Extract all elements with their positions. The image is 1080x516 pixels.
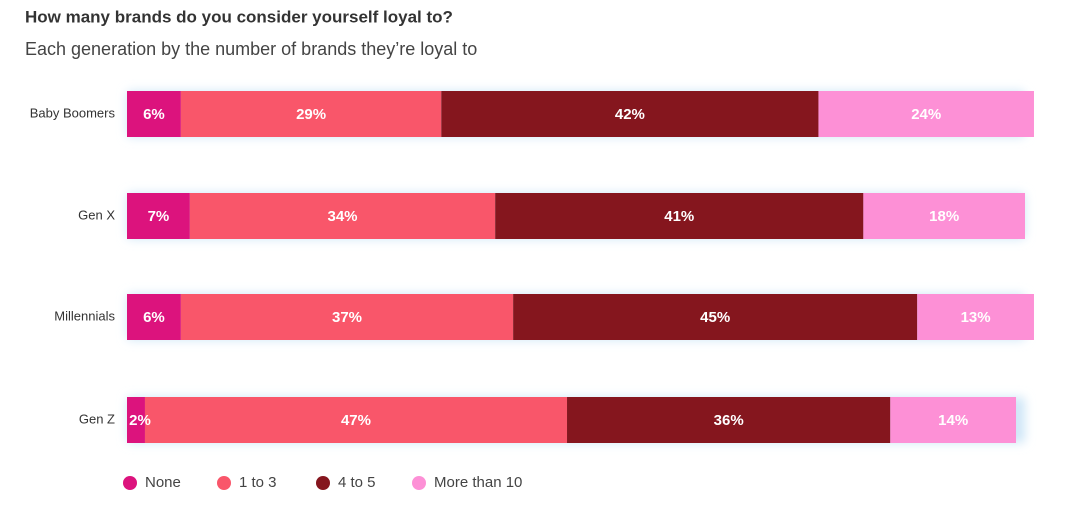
value-label: 45% bbox=[700, 309, 730, 326]
legend-label: 4 to 5 bbox=[338, 474, 376, 491]
bar-segment bbox=[890, 397, 1017, 443]
legend-label: 1 to 3 bbox=[239, 474, 277, 491]
chart-subtitle: Each generation by the number of brands … bbox=[25, 39, 477, 59]
value-label: 41% bbox=[664, 208, 694, 225]
bar-segment bbox=[495, 193, 864, 239]
legend-marker bbox=[316, 476, 330, 490]
value-label: 6% bbox=[143, 106, 165, 123]
value-label: 14% bbox=[938, 412, 968, 429]
y-tick-label: Millennials bbox=[54, 308, 115, 323]
value-label: 29% bbox=[296, 106, 326, 123]
legend-marker bbox=[123, 476, 137, 490]
y-tick-label: Gen X bbox=[78, 207, 115, 222]
bar-segment bbox=[189, 193, 496, 239]
value-label: 47% bbox=[341, 412, 371, 429]
bar-segment bbox=[127, 91, 181, 137]
value-label: 42% bbox=[615, 106, 645, 123]
bar-segment bbox=[127, 294, 181, 340]
value-label: 2% bbox=[129, 412, 151, 429]
chart-title: How many brands do you consider yourself… bbox=[25, 7, 453, 26]
bar-segment bbox=[818, 91, 1034, 137]
legend-label: More than 10 bbox=[434, 474, 522, 491]
value-label: 24% bbox=[911, 106, 941, 123]
value-label: 36% bbox=[714, 412, 744, 429]
bar-segment bbox=[513, 294, 918, 340]
bar-segment bbox=[180, 294, 514, 340]
bar-segment bbox=[441, 91, 819, 137]
bar-segment bbox=[567, 397, 891, 443]
y-tick-label: Baby Boomers bbox=[30, 105, 116, 120]
value-label: 18% bbox=[929, 208, 959, 225]
value-label: 7% bbox=[148, 208, 170, 225]
bar-segment bbox=[127, 397, 145, 443]
value-label: 37% bbox=[332, 309, 362, 326]
legend-marker bbox=[217, 476, 231, 490]
bar-segment bbox=[144, 397, 568, 443]
bar-segment bbox=[863, 193, 1025, 239]
legend-label: None bbox=[145, 474, 181, 491]
bar-segment bbox=[917, 294, 1034, 340]
bar-segment bbox=[127, 193, 190, 239]
value-label: 6% bbox=[143, 309, 165, 326]
legend-marker bbox=[412, 476, 426, 490]
value-label: 34% bbox=[328, 208, 358, 225]
y-tick-label: Gen Z bbox=[79, 411, 115, 426]
bar-segment bbox=[180, 91, 442, 137]
value-label: 13% bbox=[961, 309, 991, 326]
